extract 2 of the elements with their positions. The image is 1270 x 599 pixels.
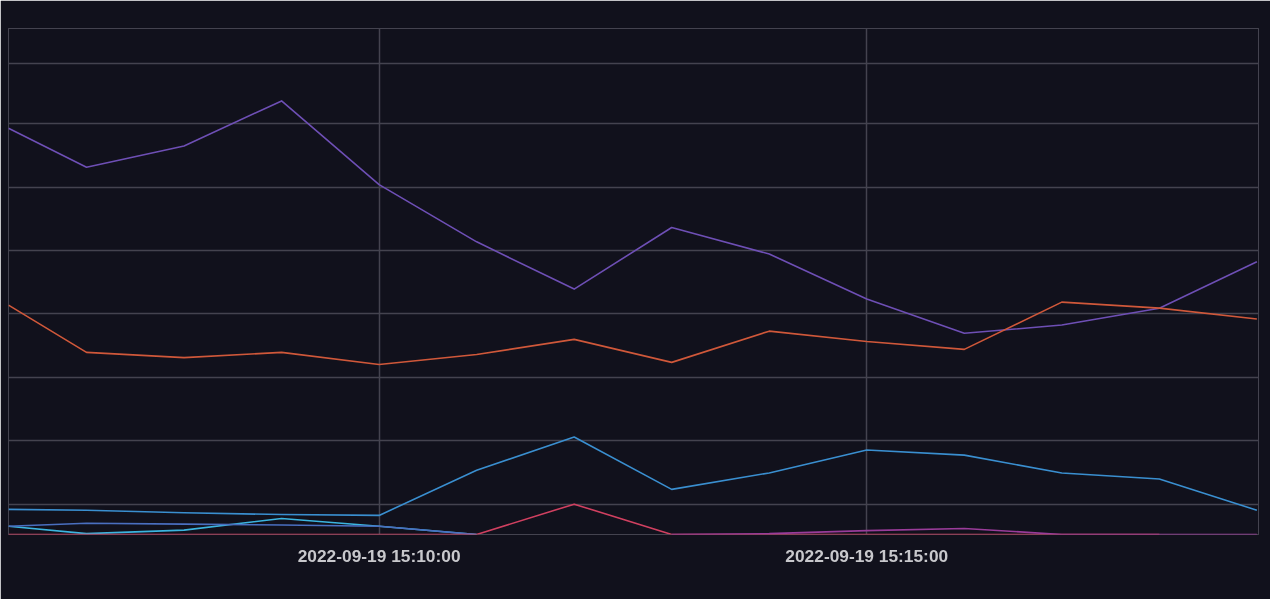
x-tick-label: 2022-09-19 15:15:00 <box>785 545 949 566</box>
x-tick-label: 2022-09-19 15:10:00 <box>297 545 461 566</box>
